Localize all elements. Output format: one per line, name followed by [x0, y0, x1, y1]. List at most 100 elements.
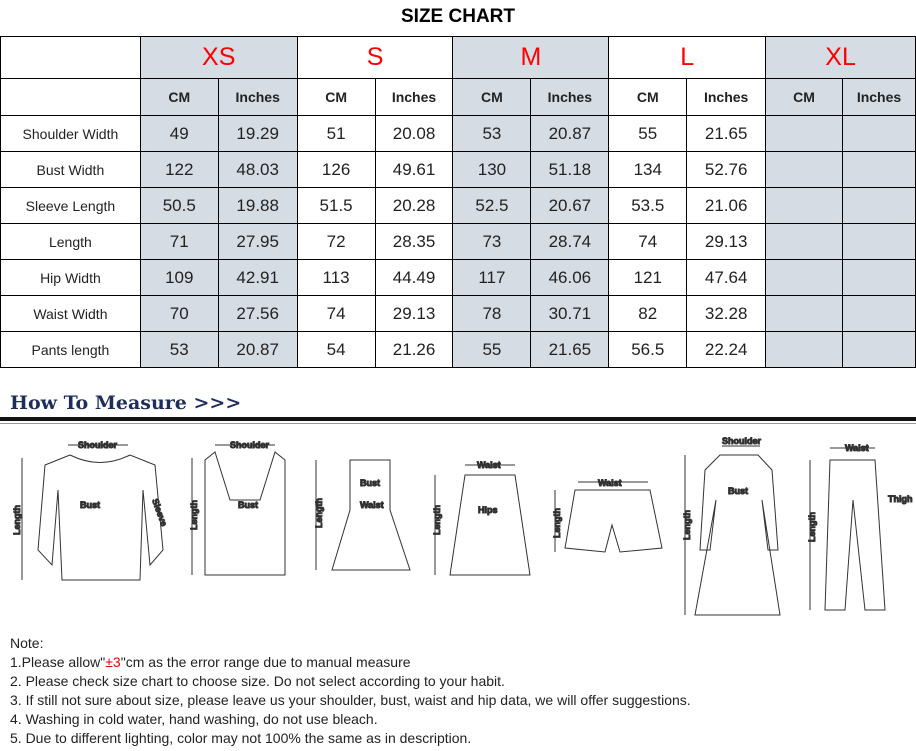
table-cell — [765, 259, 843, 296]
row-label: Hip Width — [0, 259, 141, 296]
table-cell: 53 — [452, 115, 532, 152]
table-cell — [765, 295, 843, 332]
size-header-l: L — [608, 36, 767, 79]
unit-header: CM — [139, 78, 219, 116]
table-row: Bust Width 122 48.03 126 49.61 130 51.18 134 52.… — [0, 151, 916, 188]
notes: Note: 1.Please allow"±3"cm as the error … — [10, 634, 691, 748]
table-cell: 53.5 — [608, 187, 688, 224]
table-cell: 29.13 — [686, 223, 767, 260]
divider — [0, 417, 916, 421]
unit-header: Inches — [530, 78, 610, 116]
table-cell — [765, 151, 843, 188]
table-cell — [765, 187, 843, 224]
size-header-m: M — [452, 36, 610, 79]
length-label: Length — [432, 505, 442, 535]
table-cell: 44.49 — [374, 259, 454, 296]
table-row: Shoulder Width 49 19.29 51 20.08 53 20.87 55 21.… — [0, 115, 916, 152]
corner-cell — [0, 78, 141, 116]
length-label: Length — [12, 505, 22, 535]
measurement-illustrations: Shoulder Bust Length Sleeve Shoulder Bus… — [12, 436, 913, 616]
note-2: 2. Please check size chart to choose siz… — [10, 673, 505, 689]
table-cell: 130 — [452, 151, 532, 188]
table-cell: 48.03 — [217, 151, 298, 188]
table-cell: 46.06 — [530, 259, 610, 296]
table-cell: 121 — [608, 259, 688, 296]
table-cell: 55 — [452, 331, 532, 368]
note-1-tolerance: ±3 — [105, 654, 121, 670]
row-label: Shoulder Width — [0, 115, 141, 152]
table-cell: 20.67 — [530, 187, 610, 224]
table-cell: 52.5 — [452, 187, 532, 224]
table-cell: 126 — [296, 151, 376, 188]
table-cell: 49 — [139, 115, 219, 152]
table-cell: 20.08 — [374, 115, 454, 152]
divider — [0, 423, 916, 424]
table-cell: 134 — [608, 151, 688, 188]
table-cell: 47.64 — [686, 259, 767, 296]
waist-label: Waist — [598, 478, 622, 488]
shoulder-label: Shoulder — [78, 440, 117, 450]
table-cell — [842, 151, 916, 188]
table-cell: 21.65 — [530, 331, 610, 368]
table-cell: 56.5 — [608, 331, 688, 368]
table-cell: 28.74 — [530, 223, 610, 260]
how-to-measure-heading: How To Measure >>> — [10, 392, 242, 414]
table-cell — [842, 223, 916, 260]
unit-header: Inches — [686, 78, 767, 116]
table-cell: 21.06 — [686, 187, 767, 224]
dress-illustration: Bust Waist Length — [314, 459, 411, 571]
note-5: 5. Due to different lighting, color may … — [10, 730, 472, 746]
table-cell: 55 — [608, 115, 688, 152]
table-cell: 32.28 — [686, 295, 767, 332]
table-cell: 51.18 — [530, 151, 610, 188]
bust-label: Bust — [238, 500, 258, 510]
note-4: 4. Washing in cold water, hand washing, … — [10, 711, 378, 727]
row-label: Waist Width — [0, 295, 141, 332]
row-label: Length — [0, 223, 141, 260]
table-cell: 113 — [296, 259, 376, 296]
sleeve-label: Sleeve — [150, 497, 169, 527]
table-cell — [765, 223, 843, 260]
bust-label: Bust — [80, 500, 100, 510]
row-label: Pants length — [0, 331, 141, 368]
table-cell: 20.28 — [374, 187, 454, 224]
table-cell — [842, 115, 916, 152]
table-cell: 71 — [139, 223, 219, 260]
table-row: Waist Width 70 27.56 74 29.13 78 30.71 82 32.28 — [0, 295, 916, 332]
bust-label: Bust — [360, 478, 380, 488]
size-chart-table: XS S M L XL CM Inches CM Inches CM Inches CM Inches C… — [0, 36, 916, 368]
waist-label: Waist — [360, 500, 384, 510]
table-cell: 21.26 — [374, 331, 454, 368]
unit-header: Inches — [842, 78, 916, 116]
length-label: Length — [314, 498, 324, 528]
size-header-s: S — [296, 36, 454, 79]
table-cell: 70 — [139, 295, 219, 332]
table-cell: 22.24 — [686, 331, 767, 368]
unit-header: CM — [296, 78, 376, 116]
thigh-label: Thigh — [888, 494, 913, 504]
table-cell: 51.5 — [296, 187, 376, 224]
table-cell: 53 — [139, 331, 219, 368]
table-cell: 42.91 — [217, 259, 298, 296]
note-1: 1.Please allow"±3"cm as the error range … — [10, 653, 691, 672]
waist-label: Waist — [845, 443, 869, 453]
table-row: Hip Width 109 42.91 113 44.49 117 46.06 121 47.6… — [0, 259, 916, 296]
length-label: Length — [552, 508, 562, 538]
length-label: Length — [807, 512, 817, 542]
blouse-illustration: Shoulder Bust Length Sleeve — [12, 440, 170, 581]
table-cell: 74 — [608, 223, 688, 260]
row-label: Sleeve Length — [0, 187, 141, 224]
table-cell: 74 — [296, 295, 376, 332]
unit-header: Inches — [217, 78, 298, 116]
notes-heading: Note: — [10, 635, 44, 651]
table-cell — [842, 259, 916, 296]
unit-header: Inches — [374, 78, 454, 116]
table-cell: 19.88 — [217, 187, 298, 224]
table-cell: 29.13 — [374, 295, 454, 332]
table-cell: 72 — [296, 223, 376, 260]
table-cell: 52.76 — [686, 151, 767, 188]
table-cell: 20.87 — [530, 115, 610, 152]
corner-cell — [0, 36, 141, 79]
table-cell: 20.87 — [217, 331, 298, 368]
table-cell: 27.95 — [217, 223, 298, 260]
